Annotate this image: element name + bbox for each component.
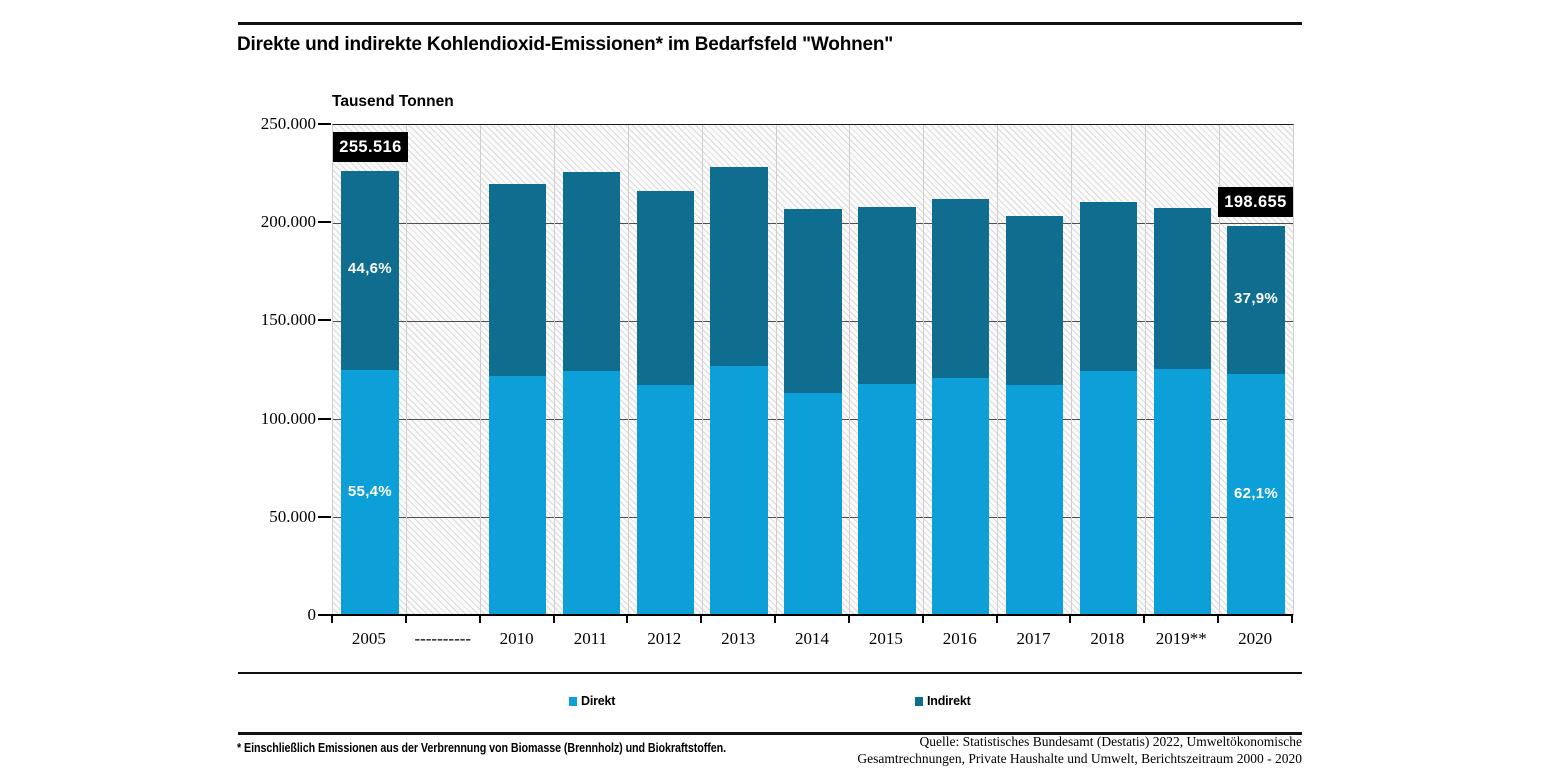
- column-separator: [480, 125, 482, 616]
- column-separator: [1218, 125, 1220, 616]
- bar-segment-direkt: [562, 371, 621, 616]
- bar-segment-direkt: [1005, 385, 1064, 616]
- y-tick-mark: [318, 614, 331, 616]
- plot-area: 44,6% 55,4% 37,9% 62,1% 255.516 198.655: [332, 124, 1294, 616]
- bar-segment-indirekt: [488, 183, 547, 377]
- source-line-1: Quelle: Statistisches Bundesamt (Destati…: [919, 734, 1302, 749]
- column-separator: [701, 125, 703, 616]
- bar-segment-direkt: [1153, 368, 1211, 616]
- x-tick-mark: [1291, 616, 1293, 623]
- x-tick-mark: [1143, 616, 1146, 623]
- y-axis-title: Tausend Tonnen: [332, 93, 454, 110]
- x-tick-mark: [995, 616, 998, 623]
- column-separator: [1144, 125, 1146, 616]
- x-tick-label: 2017: [1016, 629, 1051, 648]
- legend-label: Indirekt: [927, 694, 971, 708]
- percent-label: 44,6%: [347, 260, 392, 278]
- y-tick-label: 0: [307, 605, 317, 624]
- x-tick-mark: [478, 616, 481, 623]
- bar-segment-indirekt: [931, 198, 990, 379]
- x-tick-label: 2013: [721, 629, 756, 648]
- y-tick-label: 100.000: [260, 408, 316, 428]
- x-tick-mark: [1069, 616, 1072, 623]
- y-tick-label: 150.000: [260, 310, 316, 330]
- bar-segment-direkt: [858, 384, 916, 616]
- value-label-box: 255.516: [333, 132, 408, 162]
- percent-label: 55,4%: [347, 482, 392, 500]
- source-note: Quelle: Statistisches Bundesamt (Destati…: [857, 734, 1302, 767]
- column-separator: [849, 125, 851, 616]
- x-tick-mark: [847, 616, 850, 623]
- legend-rule: [238, 672, 1302, 674]
- bar-segment-indirekt: [1153, 207, 1211, 369]
- x-tick-mark: [331, 616, 333, 623]
- y-tick-mark: [318, 515, 331, 518]
- x-tick-mark: [921, 616, 924, 623]
- bar-segment-direkt: [931, 378, 990, 616]
- footnote: * Einschließlich Emissionen aus der Verb…: [237, 741, 726, 755]
- column-separator: [406, 125, 408, 616]
- bar-segment-indirekt: [562, 172, 621, 372]
- bar-segment-direkt: [784, 393, 842, 616]
- source-line-2: Gesamtrechnungen, Private Haushalte und …: [857, 750, 1302, 766]
- legend-item-indirekt: Indirekt: [915, 694, 971, 708]
- x-tick-mark: [700, 616, 703, 623]
- bar-segment-indirekt: [1227, 225, 1285, 374]
- value-label-box: 198.655: [1218, 187, 1293, 217]
- footer-rule: [238, 732, 1302, 735]
- bar-segment-indirekt: [341, 171, 399, 370]
- y-tick-label: 200.000: [260, 212, 316, 232]
- x-tick-label: 2016: [942, 629, 977, 648]
- x-tick-label: 2012: [647, 629, 682, 648]
- column-separator: [554, 125, 556, 616]
- column-separator: [1070, 125, 1072, 616]
- y-tick-label: 250.000: [260, 114, 316, 133]
- x-tick-label: 2018: [1090, 629, 1125, 648]
- x-tick-mark: [1217, 616, 1220, 623]
- percent-label: 62,1%: [1234, 484, 1279, 502]
- bar-segment-indirekt: [784, 209, 842, 394]
- y-tick-mark: [318, 123, 331, 125]
- legend-label: Direkt: [581, 694, 616, 708]
- x-tick-mark: [774, 616, 777, 623]
- y-tick-label: 50.000: [269, 506, 316, 526]
- x-tick-label: 2014: [794, 629, 829, 648]
- x-tick-mark: [552, 616, 555, 623]
- column-separator: [923, 125, 925, 616]
- bar-segment-direkt: [636, 385, 694, 616]
- x-tick-label: 2010: [499, 629, 534, 648]
- x-axis-line: [330, 613, 1293, 616]
- x-tick-label: 2005: [351, 629, 386, 648]
- bar-segment-indirekt: [710, 167, 768, 366]
- bar-segment-indirekt: [636, 190, 694, 386]
- legend-item-direkt: Direkt: [569, 694, 615, 708]
- column-separator: [997, 125, 999, 616]
- y-tick-mark: [318, 417, 331, 420]
- bar-segment-direkt: [488, 376, 547, 616]
- column-separator: [775, 125, 777, 616]
- header-rule: [238, 22, 1302, 25]
- x-tick-label: ----------: [414, 629, 472, 648]
- percent-label: 37,9%: [1234, 289, 1279, 307]
- x-tick-label: 2011: [573, 629, 608, 648]
- x-tick-mark: [404, 616, 407, 623]
- bar-segment-direkt: [1079, 370, 1138, 616]
- y-tick-mark: [318, 221, 331, 224]
- bar-segment-indirekt: [1079, 201, 1138, 371]
- legend-swatch-icon: [569, 696, 577, 706]
- column-separator: [627, 125, 629, 616]
- bar-segment-indirekt: [1005, 216, 1064, 386]
- chart-title: Direkte und indirekte Kohlendioxid-Emiss…: [237, 34, 894, 55]
- x-tick-label: 2015: [868, 629, 903, 648]
- x-tick-mark: [626, 616, 629, 623]
- bar-segment-direkt: [710, 365, 768, 616]
- x-tick-label: 2020: [1238, 629, 1273, 648]
- legend-swatch-icon: [915, 696, 923, 706]
- bar-segment-direkt: [1227, 373, 1285, 616]
- bar-segment-direkt: [341, 369, 399, 616]
- x-tick-label: 2019**: [1155, 629, 1207, 648]
- bar-segment-indirekt: [858, 206, 916, 385]
- y-tick-mark: [318, 319, 331, 322]
